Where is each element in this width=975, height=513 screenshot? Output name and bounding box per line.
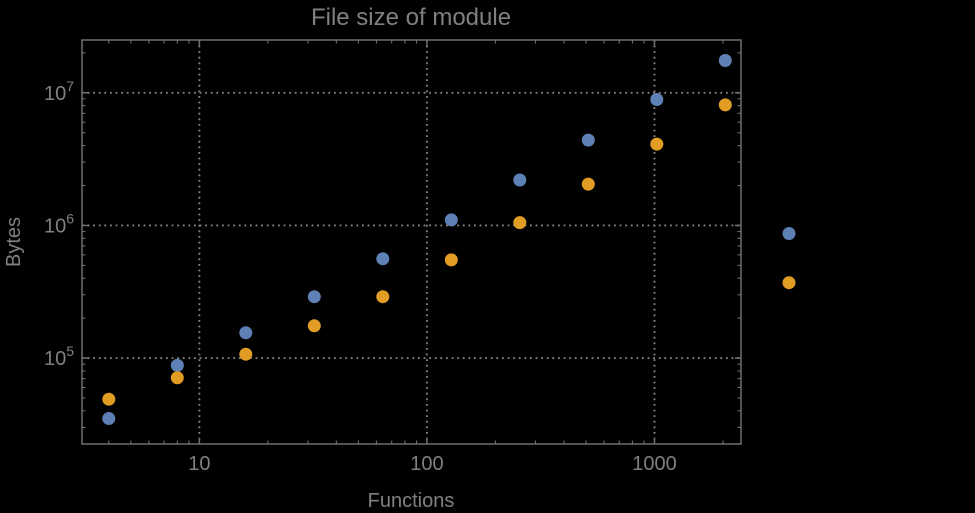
chart-title: File size of module — [311, 4, 511, 31]
data-point-series-2 — [513, 216, 527, 230]
data-point-series-2 — [650, 137, 664, 151]
data-point-series-2 — [782, 276, 796, 290]
data-point-series-2 — [718, 98, 732, 112]
data-points — [102, 54, 796, 425]
data-point-series-1 — [782, 227, 796, 240]
x-tick-label: 1000 — [632, 453, 677, 475]
data-point-series-2 — [581, 177, 595, 191]
data-point-series-1 — [307, 290, 321, 304]
data-point-series-1 — [444, 213, 458, 227]
data-point-series-1 — [239, 326, 253, 340]
plot-frame — [81, 39, 742, 445]
data-point-series-2 — [102, 392, 116, 406]
data-point-series-1 — [718, 54, 732, 67]
data-point-series-2 — [239, 347, 253, 361]
x-tick-label: 10 — [188, 453, 210, 475]
data-point-series-2 — [376, 290, 390, 304]
data-point-series-1 — [513, 173, 527, 187]
data-point-series-1 — [170, 358, 184, 372]
axis-ticks — [82, 40, 741, 444]
data-point-series-1 — [102, 412, 116, 425]
data-point-series-1 — [376, 252, 390, 266]
data-point-series-1 — [581, 133, 595, 147]
data-point-series-2 — [444, 253, 458, 267]
y-tick-label: 106 — [44, 210, 74, 237]
gridlines — [82, 40, 741, 444]
y-tick-label: 105 — [44, 343, 74, 370]
axis-tick-labels: 10 100 1000 105 106 107 — [44, 78, 677, 475]
x-tick-label: 100 — [410, 453, 443, 475]
data-point-series-1 — [650, 93, 664, 106]
data-point-series-2 — [170, 371, 184, 385]
x-axis-label: Functions — [368, 490, 455, 512]
y-axis-label: Bytes — [3, 217, 25, 267]
y-tick-label: 107 — [44, 78, 74, 105]
data-point-series-2 — [307, 319, 321, 333]
